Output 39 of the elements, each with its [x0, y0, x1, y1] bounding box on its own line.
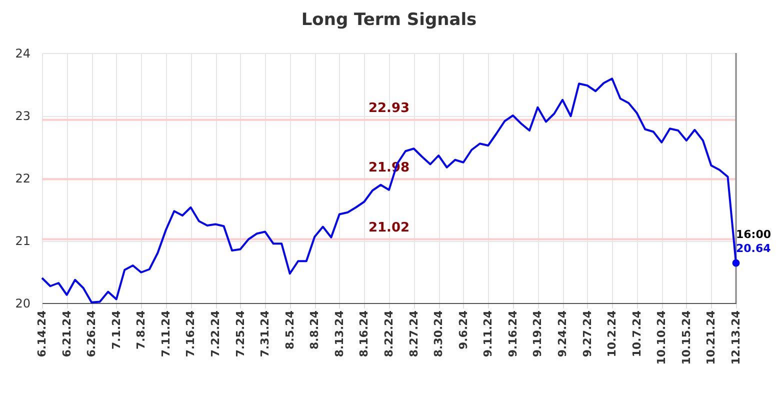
x-tick-label: 7.25.24 — [234, 310, 247, 358]
x-tick-label: 8.16.24 — [358, 310, 371, 358]
x-tick-label: 10.15.24 — [680, 310, 693, 365]
x-tick-label: 9.16.24 — [506, 310, 520, 358]
y-tick-label: 23 — [15, 109, 30, 123]
x-tick-label: 6.21.24 — [60, 310, 74, 358]
x-tick-label: 10.10.24 — [655, 310, 668, 365]
ref-line-label: 21.02 — [368, 220, 410, 236]
x-tick-label: 10.21.24 — [704, 310, 718, 365]
x-tick-label: 9.11.24 — [482, 310, 495, 358]
annotation: 16:00 — [736, 228, 772, 241]
x-tick-label: 6.14.24 — [36, 310, 48, 358]
x-tick-label: 9.27.24 — [580, 310, 594, 358]
x-tick-label: 10.7.24 — [630, 310, 644, 358]
x-tick-label: 8.13.24 — [332, 310, 346, 358]
x-tick-label: 7.8.24 — [134, 310, 148, 350]
x-tick-label: 12.13.24 — [730, 310, 742, 365]
x-tick-label: 8.30.24 — [432, 310, 446, 358]
x-tick-label: 9.6.24 — [456, 310, 470, 350]
y-tick-label: 24 — [15, 46, 30, 60]
x-tick-label: 7.1.24 — [110, 310, 123, 350]
chart-title: Long Term Signals — [301, 10, 477, 30]
x-tick-label: 9.19.24 — [531, 310, 544, 358]
x-tick-label: 8.8.24 — [308, 310, 322, 350]
x-tick-label: 8.22.24 — [382, 310, 396, 358]
y-tick-label: 20 — [15, 296, 30, 310]
y-tick-label: 21 — [15, 234, 30, 248]
x-tick-label: 7.16.24 — [184, 310, 198, 358]
x-tick-label: 7.11.24 — [159, 310, 172, 358]
x-tick-label: 6.26.24 — [85, 310, 98, 358]
x-tick-label: 8.5.24 — [283, 310, 296, 350]
ref-line-label: 22.93 — [368, 100, 410, 116]
x-tick-label: 10.2.24 — [606, 310, 619, 358]
x-tick-label: 7.31.24 — [258, 310, 272, 358]
x-tick-label: 9.24.24 — [556, 310, 569, 358]
x-tick-label: 7.22.24 — [209, 310, 222, 358]
annotation: 20.64 — [736, 242, 772, 255]
x-tick-label: 8.27.24 — [407, 310, 420, 358]
y-tick-label: 22 — [15, 172, 30, 186]
